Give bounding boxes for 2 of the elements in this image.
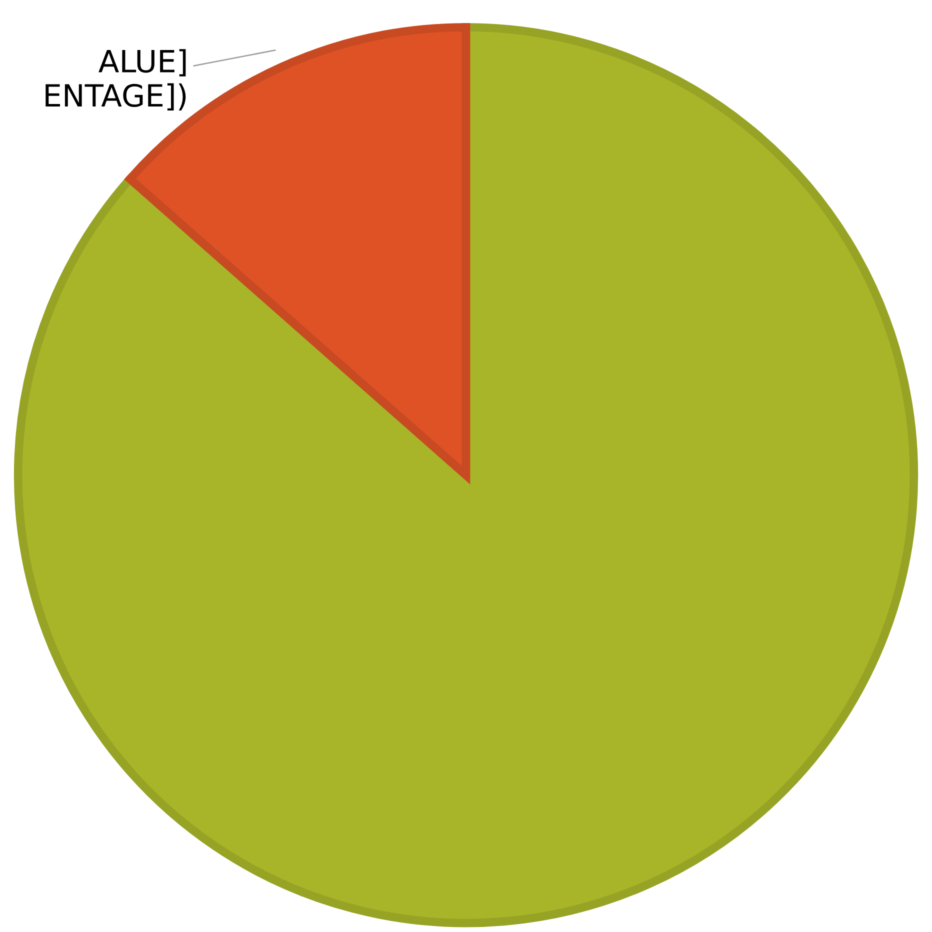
text: ALUE] — [98, 49, 186, 76]
text: ENTAGE]) — [46, 83, 186, 111]
